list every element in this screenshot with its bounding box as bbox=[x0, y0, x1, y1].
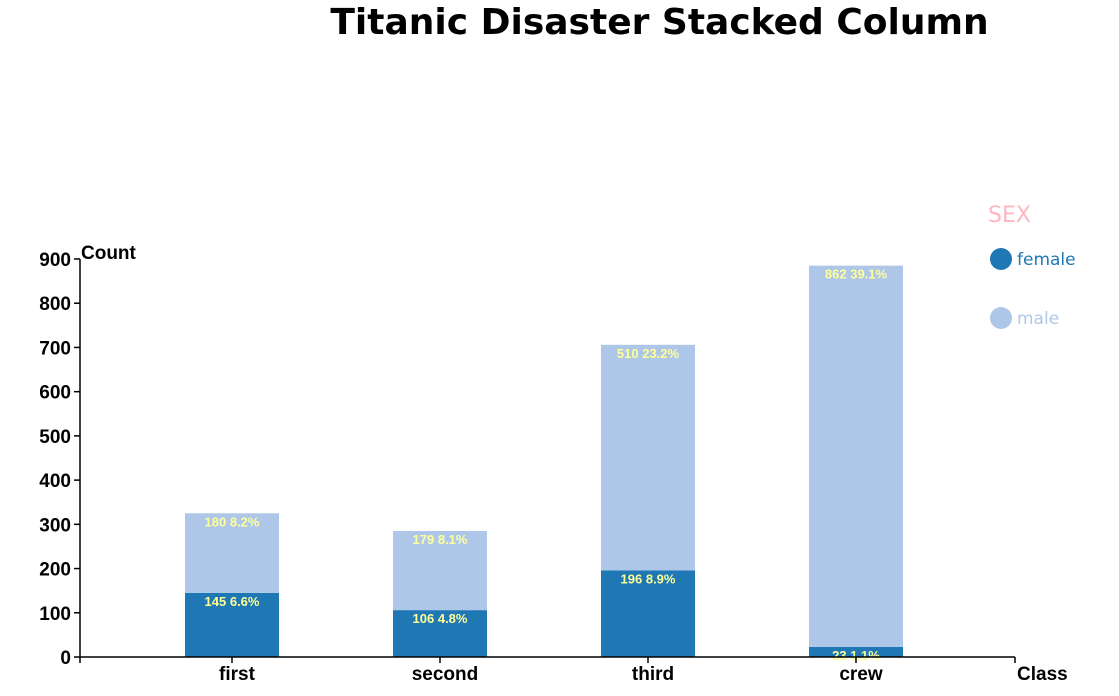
y-tick-label: 500 bbox=[39, 427, 71, 448]
y-tick-label: 300 bbox=[39, 515, 71, 536]
x-axis-title: Class bbox=[1017, 664, 1068, 685]
data-label-male-crew: 862 39.1% bbox=[825, 267, 888, 282]
legend-swatch-male bbox=[990, 307, 1012, 329]
legend-label-male: male bbox=[1017, 309, 1059, 329]
data-label-female-first: 145 6.6% bbox=[205, 594, 260, 609]
y-tick-label: 400 bbox=[39, 471, 71, 492]
bar-female-second bbox=[393, 610, 487, 657]
y-tick-label: 200 bbox=[39, 560, 71, 581]
y-tick-label: 600 bbox=[39, 383, 71, 404]
data-label-female-second: 106 4.8% bbox=[413, 611, 468, 626]
data-label-female-third: 196 8.9% bbox=[621, 571, 676, 586]
bar-female-first bbox=[185, 592, 279, 657]
legend-label-female: female bbox=[1017, 250, 1076, 270]
y-tick-label: 0 bbox=[60, 648, 71, 669]
x-tick-label: third bbox=[632, 664, 674, 685]
bar-female-crew bbox=[809, 646, 903, 657]
x-tick-label: first bbox=[219, 664, 256, 685]
y-tick-label: 700 bbox=[39, 338, 71, 359]
data-label-male-third: 510 23.2% bbox=[617, 346, 680, 361]
x-tick-label: second bbox=[412, 664, 479, 685]
data-label-female-crew: 23 1.1% bbox=[832, 648, 880, 663]
x-tick-label: crew bbox=[839, 664, 883, 685]
y-tick-label: 100 bbox=[39, 604, 71, 625]
data-label-male-first: 180 8.2% bbox=[205, 514, 260, 529]
bar-male-third bbox=[601, 344, 695, 571]
data-label-male-second: 179 8.1% bbox=[413, 532, 468, 547]
legend-swatch-female bbox=[990, 248, 1012, 270]
y-axis-title: Count bbox=[81, 243, 137, 264]
bar-male-first bbox=[185, 513, 279, 593]
y-tick-label: 900 bbox=[39, 250, 71, 271]
bar-male-crew bbox=[809, 265, 903, 647]
legend-title: SEX bbox=[988, 203, 1031, 228]
bar-female-third bbox=[601, 570, 695, 657]
chart-title: Titanic Disaster Stacked Column bbox=[330, 2, 989, 43]
bar-male-second bbox=[393, 530, 487, 611]
y-tick-label: 800 bbox=[39, 294, 71, 315]
